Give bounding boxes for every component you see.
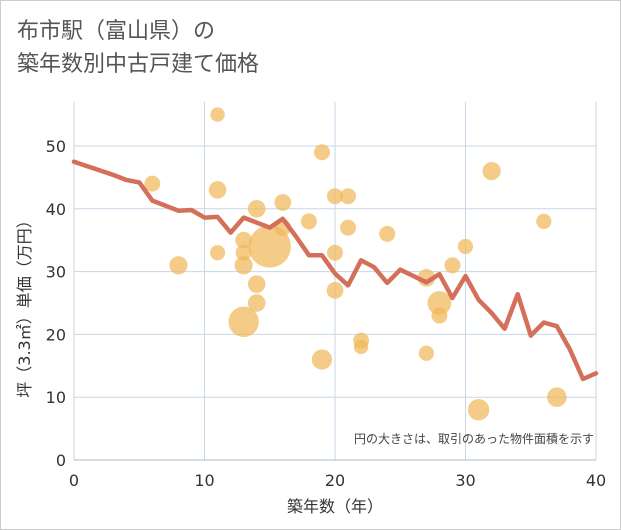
bubble-point <box>300 213 317 230</box>
y-axis-label: 坪（3.3㎡）単価（万円） <box>15 212 34 397</box>
bubble-point <box>482 161 501 181</box>
bubble-series <box>144 107 567 421</box>
bubble-point <box>444 257 461 274</box>
x-tick-label: 10 <box>194 471 214 490</box>
y-tick-label: 10 <box>46 388 66 407</box>
bubble-point <box>247 199 266 218</box>
y-tick-label: 30 <box>46 263 66 282</box>
chart-title: 布市駅（富山県）の 築年数別中古戸建て価格 <box>17 15 259 81</box>
y-tick-label: 40 <box>46 200 66 219</box>
trend-series <box>71 159 599 382</box>
bubble-point <box>431 307 448 324</box>
bubble-point <box>235 231 253 249</box>
trend-line <box>71 159 599 382</box>
bubble-point <box>208 181 227 199</box>
grid-lines <box>73 102 597 461</box>
bubble-point <box>340 219 357 236</box>
bubble-point <box>210 107 225 122</box>
y-tick-label: 20 <box>46 325 66 344</box>
bubble-point <box>209 245 226 261</box>
x-tick-label: 30 <box>455 471 475 490</box>
y-tick-label: 0 <box>56 451 66 470</box>
x-tick-label: 0 <box>69 471 79 490</box>
bubble-point <box>457 238 474 255</box>
bubble-point <box>547 387 567 407</box>
bubble-point <box>144 175 161 192</box>
x-axis-label: 築年数（年） <box>287 497 383 516</box>
bubble-point <box>248 225 291 268</box>
bubble-point <box>247 294 266 312</box>
bubble-point <box>169 256 188 275</box>
bubble-point <box>327 188 343 205</box>
bubble-point <box>228 306 259 338</box>
bubble-point <box>379 225 396 242</box>
y-tick-label: 50 <box>46 137 66 156</box>
bubble-point <box>467 399 490 421</box>
bubble-point <box>247 275 266 293</box>
x-tick-label: 20 <box>325 471 345 490</box>
bubble-point <box>418 345 434 361</box>
axis-ticks: 0 10 20 30 40 0 10 20 30 40 50 <box>46 137 607 490</box>
bubble-point <box>536 213 552 229</box>
bubble-point <box>274 194 292 211</box>
bubble-size-note: 円の大きさは、取引のあった物件面積を示す <box>354 431 594 446</box>
bubble-point <box>353 339 369 355</box>
chart-title-line2: 築年数別中古戸建て価格 <box>17 52 260 77</box>
chart-title-line1: 布市駅（富山県）の <box>17 19 216 44</box>
bubble-point <box>326 282 344 299</box>
bubble-point <box>340 188 357 205</box>
bubble-point <box>313 144 330 161</box>
bubble-point <box>235 244 252 261</box>
bubble-point <box>427 291 452 315</box>
x-tick-label: 40 <box>586 471 606 490</box>
bubble-point <box>311 349 333 370</box>
bubble-point <box>234 256 253 275</box>
bubble-point <box>327 244 343 261</box>
